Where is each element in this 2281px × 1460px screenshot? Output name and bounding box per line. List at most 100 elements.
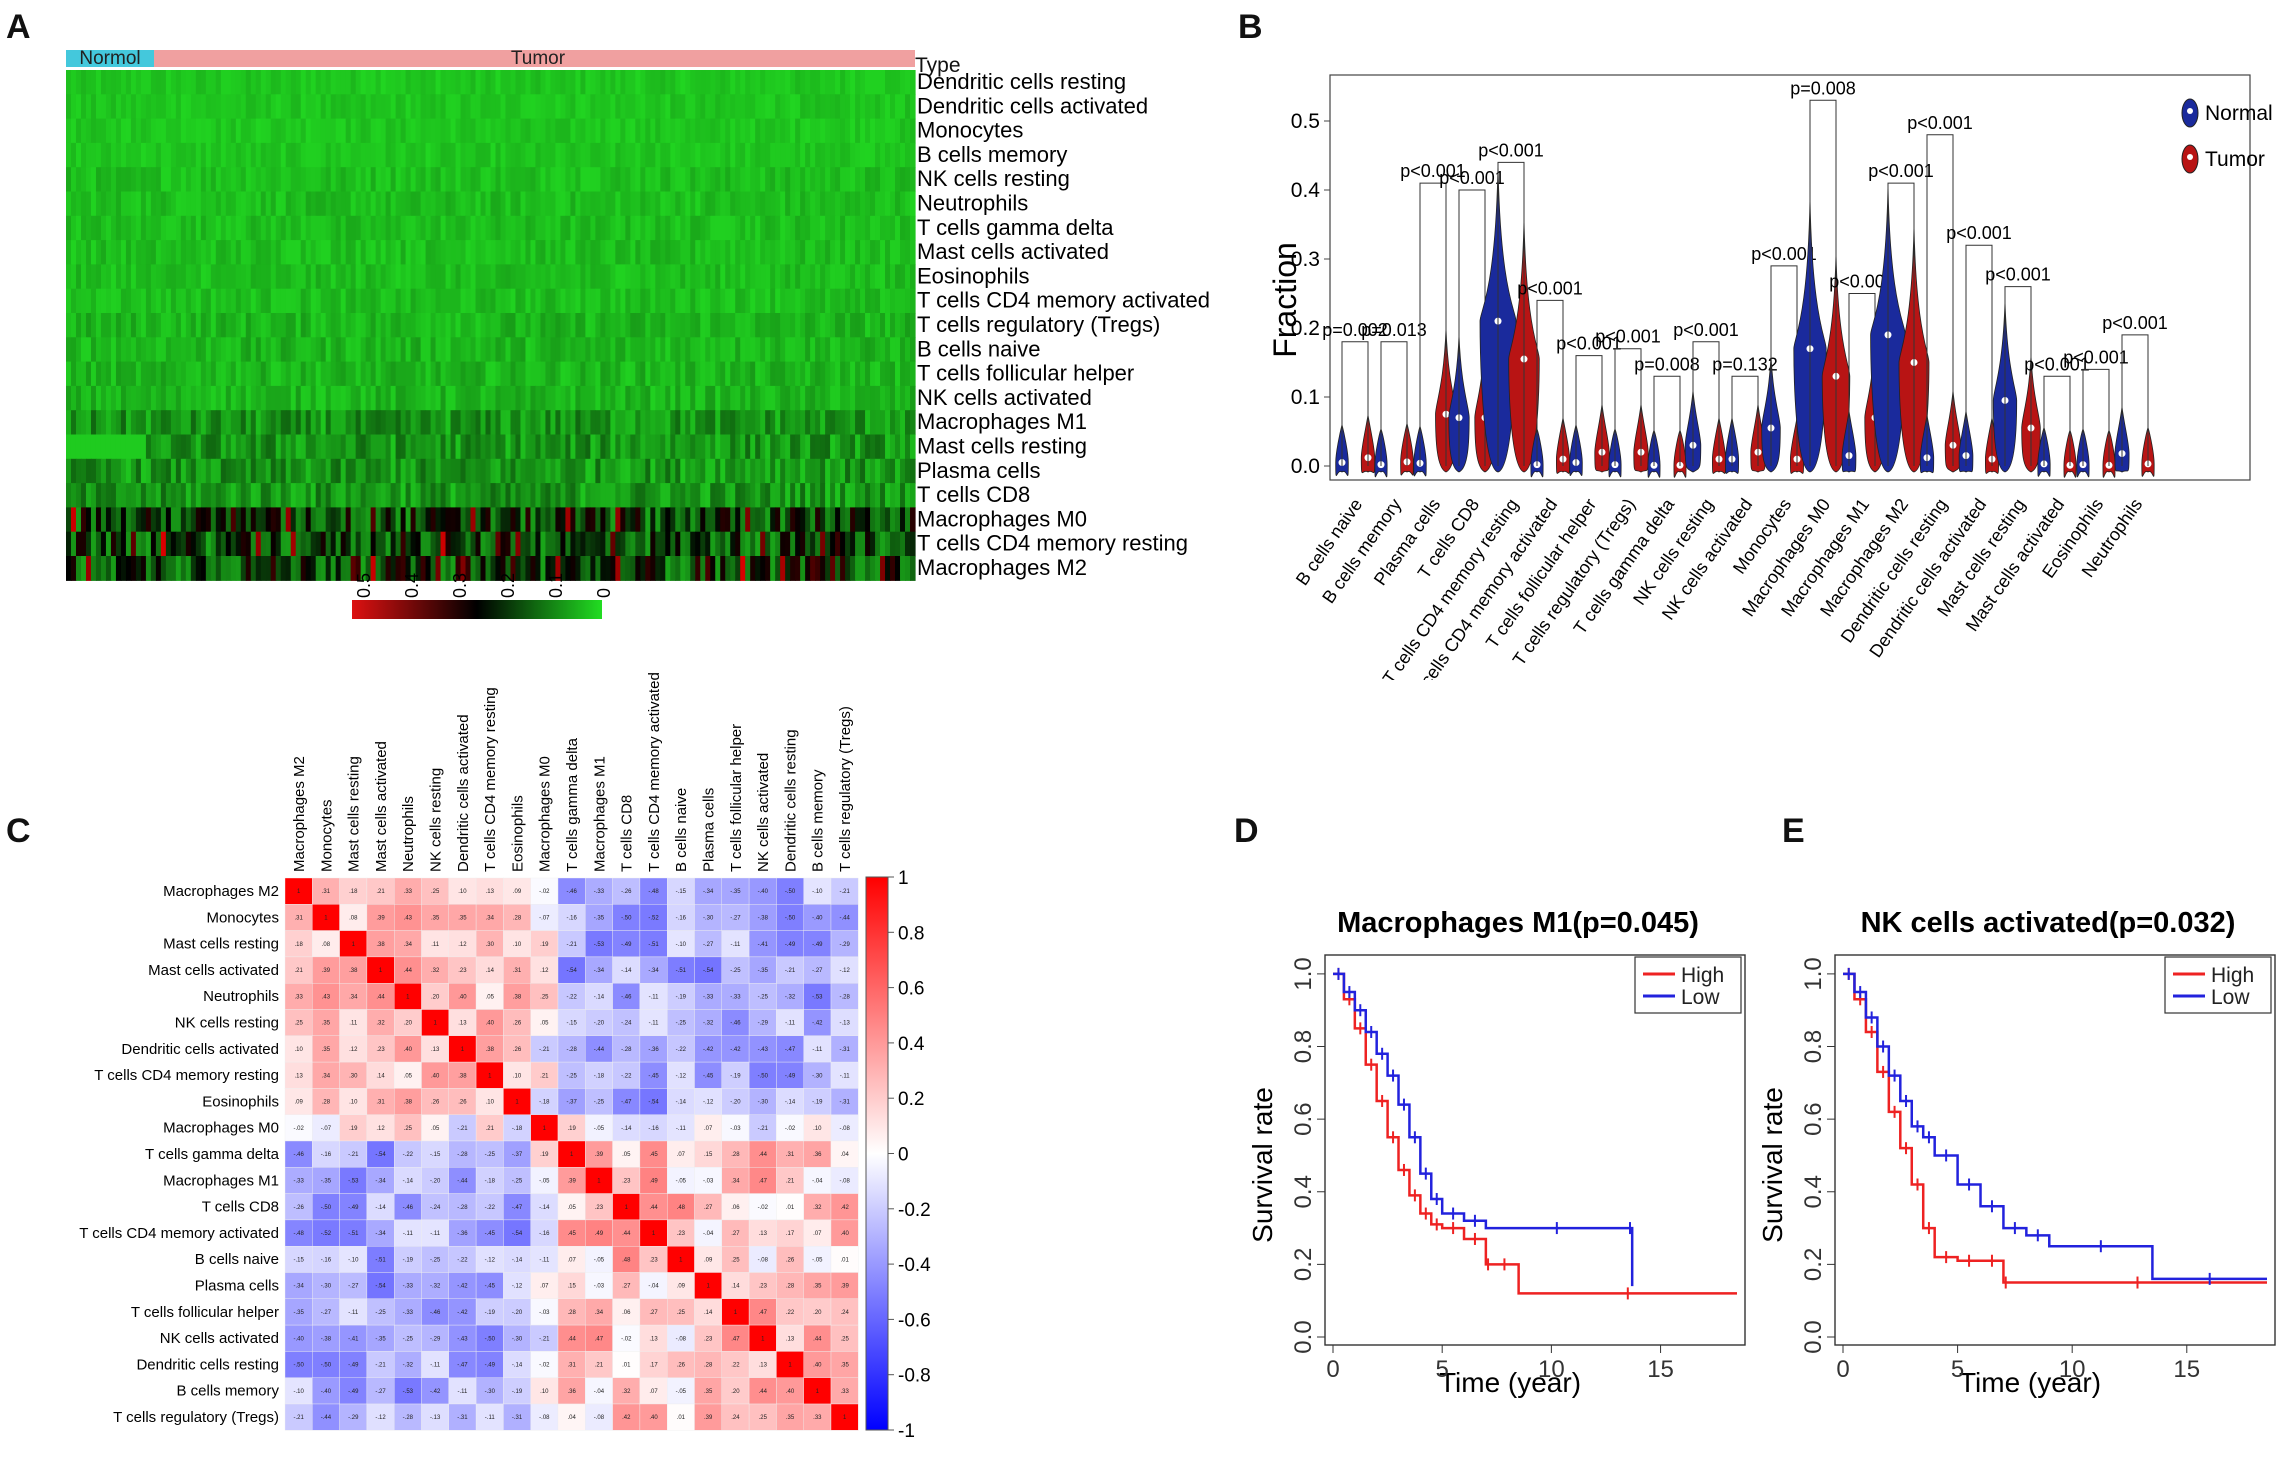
heatmap-a-cell	[335, 118, 342, 144]
heatmap-a-cell	[595, 167, 601, 193]
heatmap-a-cell	[445, 191, 452, 217]
heatmap-a-cell	[635, 337, 641, 363]
heatmap-a-cell	[580, 70, 586, 95]
heatmap-a-cell	[835, 458, 841, 484]
heatmap-a-cell	[215, 142, 222, 168]
heatmap-a-cell	[155, 507, 162, 533]
heatmap-a-cell	[645, 94, 651, 120]
heatmap-a-row-label: Mast cells activated	[917, 239, 1109, 264]
pvalue-bracket	[2004, 286, 2032, 466]
heatmap-a-cell	[400, 240, 407, 265]
heatmap-a-cell	[805, 361, 811, 387]
heatmap-a-cell	[740, 434, 746, 460]
heatmap-a-cell	[230, 191, 237, 217]
correlation-cell	[639, 956, 668, 984]
heatmap-a-cell	[250, 313, 257, 338]
correlation-value: .43	[322, 994, 331, 1000]
heatmap-a-cell	[605, 313, 611, 338]
correlation-cell	[612, 904, 641, 931]
heatmap-a-cell	[880, 337, 886, 363]
heatmap-a-cell	[660, 94, 666, 120]
heatmap-a-cell	[875, 288, 881, 314]
heatmap-a-cell	[630, 94, 636, 120]
correlation-cell	[448, 904, 477, 931]
heatmap-a-cell	[645, 507, 651, 533]
heatmap-a-cell	[325, 167, 332, 193]
correlation-cell	[475, 1246, 504, 1273]
heatmap-a-cell	[855, 142, 861, 168]
pvalue-bracket	[2121, 334, 2149, 466]
heatmap-a-cell	[705, 556, 711, 581]
heatmap-a-cell	[455, 264, 462, 290]
heatmap-a-cell	[370, 337, 377, 363]
heatmap-a-cell	[720, 483, 726, 508]
heatmap-a-cell	[395, 313, 402, 338]
correlation-value: -.25	[730, 968, 741, 974]
heatmap-a-cell	[680, 507, 686, 533]
heatmap-a-cell	[700, 531, 706, 557]
heatmap-a-cell	[405, 288, 412, 314]
heatmap-a-cell	[200, 94, 207, 120]
heatmap-a-cell	[275, 215, 282, 241]
correlation-cell	[639, 1298, 668, 1326]
heatmap-a-cell	[540, 361, 547, 387]
heatmap-a-cell	[370, 264, 377, 290]
heatmap-a-cell	[220, 215, 227, 241]
heatmap-a-cell	[290, 507, 297, 533]
heatmap-a-cell	[555, 458, 562, 484]
correlation-cell	[830, 904, 859, 931]
heatmap-a-cell	[515, 531, 522, 557]
heatmap-a-cell	[125, 385, 132, 411]
correlation-cell	[694, 1061, 722, 1089]
correlation-value: 1	[352, 942, 356, 948]
heatmap-a-cell	[420, 361, 427, 387]
heatmap-a-cell	[645, 215, 651, 241]
heatmap-a-cell	[300, 215, 307, 241]
heatmap-a-cell	[865, 240, 871, 265]
correlation-value: -.28	[457, 1205, 468, 1211]
heatmap-a-cell	[165, 337, 172, 363]
heatmap-a-cell	[620, 337, 626, 363]
correlation-cell	[639, 983, 668, 1010]
correlation-cell	[694, 1088, 722, 1115]
heatmap-a-cell	[330, 264, 337, 290]
heatmap-a-cell	[345, 337, 352, 363]
heatmap-a-cell	[135, 167, 142, 193]
heatmap-a-cell	[735, 70, 741, 95]
heatmap-a-cell	[470, 410, 477, 436]
heatmap-a-cell	[665, 240, 671, 265]
legend-label: Tumor	[2205, 148, 2265, 171]
correlation-cell	[612, 930, 641, 958]
tumor-group-label: Tumor	[511, 48, 566, 69]
heatmap-a-cell	[390, 483, 397, 508]
heatmap-a-cell	[120, 142, 127, 168]
heatmap-a-cell	[220, 385, 227, 411]
heatmap-a-cell	[480, 556, 487, 581]
heatmap-a-cell	[245, 361, 252, 387]
heatmap-a-cell	[365, 410, 372, 436]
heatmap-a-cell	[415, 507, 422, 533]
heatmap-a-cell	[180, 240, 187, 265]
correlation-value: -.19	[403, 1257, 414, 1263]
heatmap-a-cell	[455, 191, 462, 217]
heatmap-a-cell	[70, 410, 77, 436]
heatmap-a-cell	[880, 556, 886, 581]
correlation-value: -.11	[430, 1231, 441, 1237]
heatmap-a-cell	[500, 458, 507, 484]
heatmap-a-cell	[605, 94, 611, 120]
heatmap-a-cell	[900, 458, 906, 484]
heatmap-a-cell	[190, 556, 197, 581]
heatmap-a-cell	[560, 288, 567, 314]
heatmap-a-cell	[745, 410, 751, 436]
heatmap-a-cell	[510, 313, 517, 338]
heatmap-a-cell	[520, 410, 527, 436]
heatmap-a-cell	[215, 167, 222, 193]
correlation-cell	[776, 904, 804, 931]
heatmap-a-cell	[200, 410, 207, 436]
heatmap-a-cell	[185, 507, 192, 533]
y-tick-label: 0.1	[1291, 386, 1320, 409]
heatmap-a-cell	[175, 264, 182, 290]
correlation-value: -.11	[812, 1047, 823, 1053]
heatmap-a-cell	[695, 483, 701, 508]
heatmap-a-cell	[460, 313, 467, 338]
